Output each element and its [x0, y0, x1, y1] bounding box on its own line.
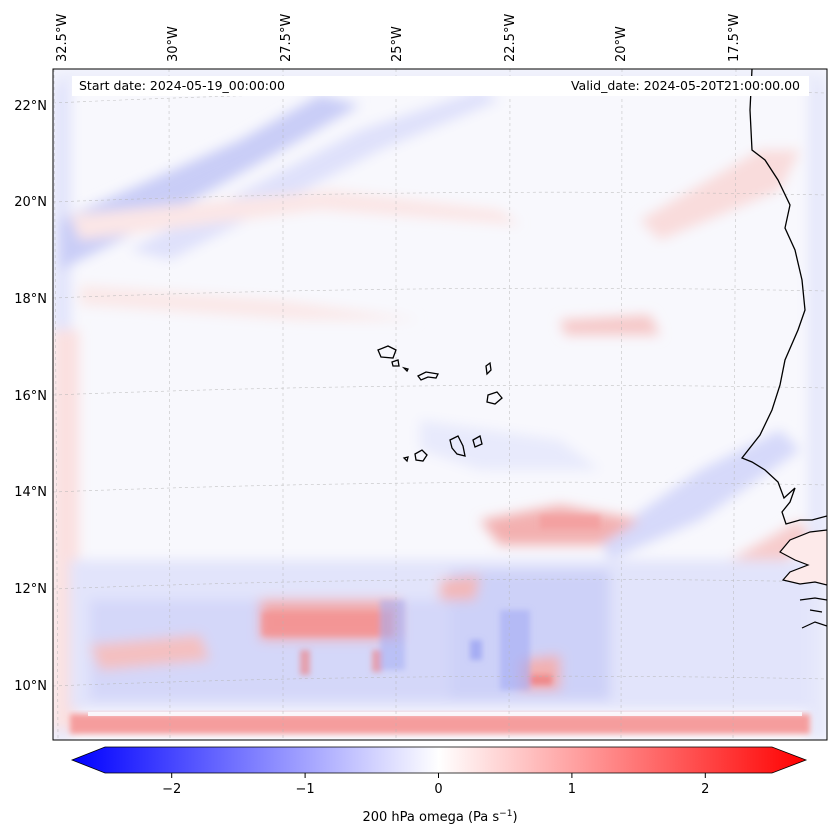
start-date-label: Start date: 2024-05-19_00:00:00: [79, 78, 285, 93]
lon-label: 32.5°W: [55, 14, 70, 62]
lon-label: 25°W: [390, 26, 405, 62]
colorbar-tick-label: −1: [296, 782, 315, 797]
colorbar-tick-label: 2: [701, 782, 709, 797]
colorbar-tick-label: 1: [568, 782, 576, 797]
lon-label: 30°W: [166, 26, 181, 62]
island-fogo: [414, 449, 428, 462]
island-maio: [472, 435, 483, 448]
island-santo-antao: [377, 345, 397, 359]
lon-label: 20°W: [614, 26, 629, 62]
island-santa-luzia: [401, 366, 409, 373]
valid-date-label: Valid_date: 2024-05-20T21:00:00.00: [571, 78, 800, 93]
island-sao-nicolau: [417, 371, 439, 381]
lon-label: 22.5°W: [503, 14, 518, 62]
colorbar-tick-label: 0: [434, 782, 442, 797]
colorbar-tick-label: −2: [162, 782, 181, 797]
omega-field-detail: [262, 515, 600, 690]
colorbar-ticks: −2 −1 0 1 2: [162, 773, 709, 797]
boundary-band-south: [70, 714, 810, 734]
lat-label: 12°N: [14, 582, 47, 597]
map-panel: Start date: 2024-05-19_00:00:00 Valid_da…: [52, 68, 828, 741]
omega-field: [53, 69, 827, 740]
island-sao-vicente: [391, 359, 400, 367]
latitude-labels: 22°N 20°N 18°N 16°N 14°N 12°N 10°N: [14, 99, 47, 694]
map-frame: [52, 68, 828, 741]
island-boa-vista: [486, 391, 503, 405]
cape-verde-islands: [377, 345, 503, 463]
island-brava: [402, 456, 409, 463]
lat-label: 18°N: [14, 292, 47, 307]
lat-label: 16°N: [14, 389, 47, 404]
longitude-labels: 32.5°W 30°W 27.5°W 25°W 22.5°W 20°W 17.5…: [55, 14, 742, 62]
gambia-coast: [779, 529, 827, 586]
africa-coastline: [740, 69, 827, 525]
colorbar-body: [70, 746, 808, 774]
lat-label: 22°N: [14, 99, 47, 114]
lat-label: 10°N: [14, 679, 47, 694]
island-santiago: [449, 435, 466, 457]
colorbar: −2 −1 0 1 2 200 hPa omega (Pa s−1): [70, 746, 808, 825]
lon-label: 17.5°W: [727, 14, 742, 62]
lat-label: 20°N: [14, 195, 47, 210]
graticule: [53, 69, 827, 740]
island-sal: [485, 361, 492, 376]
date-header-box: [72, 76, 809, 96]
guinea-bissau-coast: [799, 597, 827, 629]
colorbar-label: 200 hPa omega (Pa s−1): [362, 809, 517, 825]
lat-label: 14°N: [14, 485, 47, 500]
lon-label: 27.5°W: [279, 14, 294, 62]
